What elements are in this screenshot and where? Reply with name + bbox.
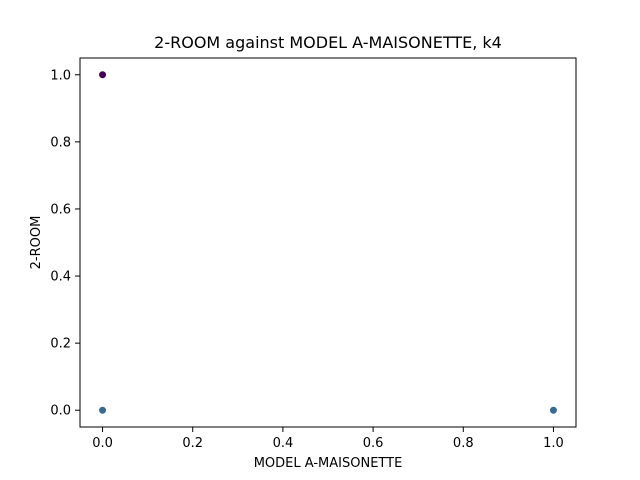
y-tick-label: 0.8 <box>50 135 71 150</box>
data-points <box>99 71 557 414</box>
x-tick-label: 0.6 <box>363 436 384 451</box>
y-tick-label: 1.0 <box>50 68 71 83</box>
axis-ticks: 0.0 0.2 0.4 0.6 0.8 1.0 0.0 0.2 0.4 0.6 0.8 1.0 <box>50 68 563 451</box>
x-tick-label: 0.0 <box>92 436 113 451</box>
plot-area <box>79 57 577 428</box>
x-axis-label: MODEL A-MAISONETTE <box>254 456 403 471</box>
data-point <box>99 406 107 414</box>
data-point <box>99 71 107 79</box>
chart-title: 2-ROOM against MODEL A-MAISONETTE, k4 <box>154 33 502 52</box>
x-tick-label: 0.4 <box>273 436 294 451</box>
x-tick-label: 1.0 <box>543 436 564 451</box>
y-axis-label: 2-ROOM <box>29 216 44 270</box>
y-tick-label: 0.2 <box>50 337 71 352</box>
y-tick-label: 0.6 <box>50 202 71 217</box>
y-tick-label: 0.4 <box>50 270 71 285</box>
x-tick-label: 0.2 <box>182 436 203 451</box>
data-point <box>549 406 557 414</box>
y-tick-label: 0.0 <box>50 404 71 419</box>
x-tick-label: 0.8 <box>453 436 474 451</box>
